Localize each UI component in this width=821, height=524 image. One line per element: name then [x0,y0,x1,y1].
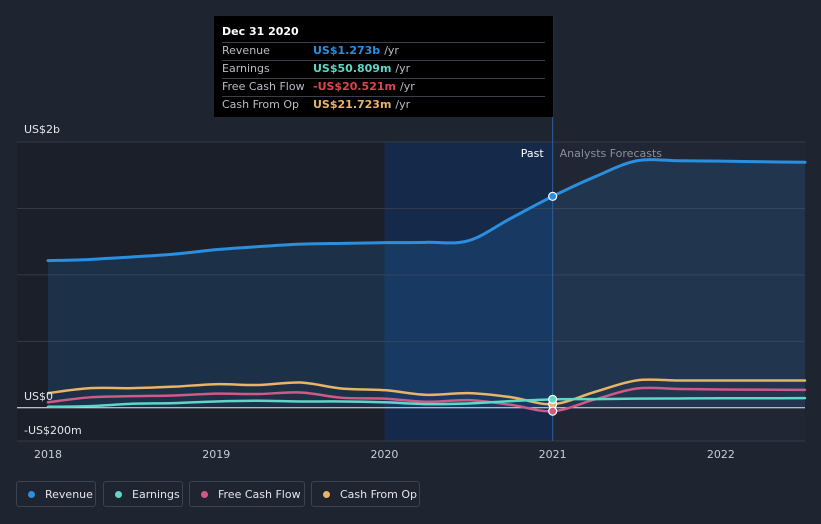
y-tick-label: US$2b [24,123,60,136]
cash-from-op-line [46,378,807,406]
earnings-marker [548,394,558,404]
legend-dot-icon [201,490,208,498]
revenue-marker [548,191,558,201]
legend-label: Cash From Op [340,487,418,501]
grid [17,141,805,442]
tooltip-value: US$50.809m [313,62,392,75]
tooltip-value: -US$20.521m [313,80,396,93]
y-axis-labels: US$2b US$0 -US$200m [24,123,82,437]
legend-item-free-cash-flow[interactable]: Free Cash Flow [189,481,305,507]
tooltip-value: US$1.273b [313,44,381,57]
tooltip-unit: /yr [384,44,399,57]
y-tick-label: US$0 [24,390,53,403]
x-tick-label: 2018 [34,448,62,461]
series-layer [46,158,807,413]
legend-item-revenue[interactable]: Revenue [16,481,96,507]
tooltip-unit: /yr [399,80,415,93]
legend-item-cash-from-op[interactable]: Cash From Op [311,481,420,507]
legend-dot-icon [323,490,330,498]
tooltip-row-revenue: Revenue US$1.273b /yr [222,42,545,60]
legend-label: Revenue [45,487,93,501]
points-layer [548,191,558,416]
x-tick-label: 2020 [370,448,398,461]
x-tick-label: 2022 [707,448,735,461]
legend-label: Earnings [132,487,180,501]
tooltip-date: Dec 31 2020 [222,25,299,38]
past-label: Past [521,147,545,160]
tooltip-row-cash-from-op: Cash From Op US$21.723m /yr [222,96,545,114]
plot-shade-highlight [384,142,553,441]
legend-item-earnings[interactable]: Earnings [103,481,183,507]
tooltip-label: Cash From Op [222,98,300,111]
revenue-line [46,158,807,263]
x-axis-labels: 2018 2019 2020 2021 2022 [34,448,735,461]
tooltip-label: Free Cash Flow [222,80,305,93]
tooltip-row-earnings: Earnings US$50.809m /yr [222,60,545,78]
tooltip: Dec 31 2020 Revenue US$1.273b /yr Earnin… [214,16,553,117]
x-tick-label: 2019 [202,448,230,461]
x-tick-label: 2021 [539,448,567,461]
tooltip-label: Earnings [222,62,270,75]
legend-dot-icon [28,490,35,498]
tooltip-label: Revenue [222,44,270,57]
tooltip-row-free-cash-flow: Free Cash Flow -US$20.521m /yr [222,78,545,96]
tooltip-unit: /yr [395,62,411,75]
tooltip-unit: /yr [395,98,411,111]
forecast-label: Analysts Forecasts [560,147,663,160]
tooltip-value: US$21.723m [313,98,392,111]
legend-label: Free Cash Flow [218,487,301,501]
free-cash-flow-line [46,386,807,413]
earnings-line [46,396,807,409]
revenue-area [48,159,805,408]
free-cash-flow-marker [548,406,558,416]
y-tick-label: -US$200m [24,424,82,437]
legend-dot-icon [115,490,122,498]
